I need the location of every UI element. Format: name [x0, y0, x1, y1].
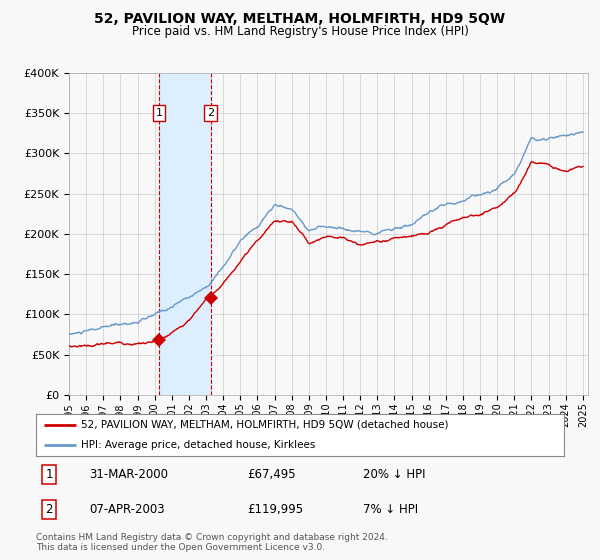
- Text: This data is licensed under the Open Government Licence v3.0.: This data is licensed under the Open Gov…: [36, 543, 325, 552]
- Text: Price paid vs. HM Land Registry's House Price Index (HPI): Price paid vs. HM Land Registry's House …: [131, 25, 469, 38]
- Text: 31-MAR-2000: 31-MAR-2000: [89, 468, 168, 481]
- Text: HPI: Average price, detached house, Kirklees: HPI: Average price, detached house, Kirk…: [81, 440, 315, 450]
- Text: 1: 1: [46, 468, 53, 481]
- Text: 07-APR-2003: 07-APR-2003: [89, 503, 164, 516]
- Text: Contains HM Land Registry data © Crown copyright and database right 2024.: Contains HM Land Registry data © Crown c…: [36, 533, 388, 542]
- Text: 2: 2: [46, 503, 53, 516]
- Text: £67,495: £67,495: [247, 468, 296, 481]
- Text: £119,995: £119,995: [247, 503, 304, 516]
- Bar: [159, 73, 211, 395]
- Text: 52, PAVILION WAY, MELTHAM, HOLMFIRTH, HD9 5QW: 52, PAVILION WAY, MELTHAM, HOLMFIRTH, HD…: [94, 12, 506, 26]
- Text: 7% ↓ HPI: 7% ↓ HPI: [364, 503, 418, 516]
- Text: 1: 1: [155, 108, 163, 118]
- Text: 52, PAVILION WAY, MELTHAM, HOLMFIRTH, HD9 5QW (detached house): 52, PAVILION WAY, MELTHAM, HOLMFIRTH, HD…: [81, 420, 448, 430]
- Text: 2: 2: [207, 108, 214, 118]
- Text: 20% ↓ HPI: 20% ↓ HPI: [364, 468, 426, 481]
